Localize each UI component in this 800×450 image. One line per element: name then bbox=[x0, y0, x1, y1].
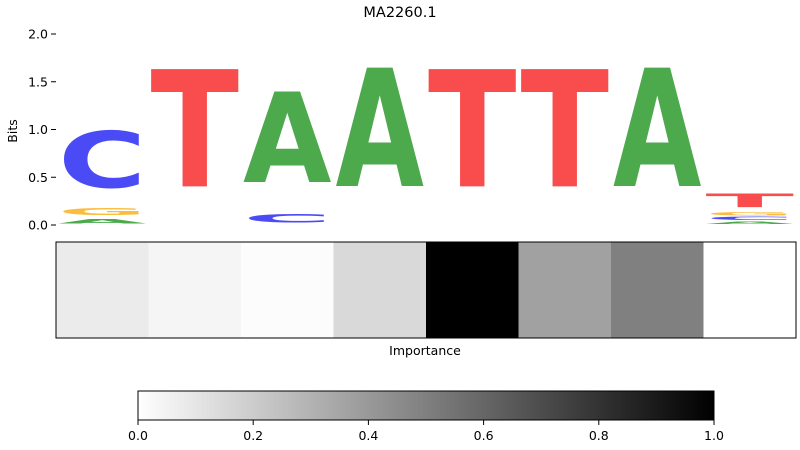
logo-letter-a: A bbox=[613, 37, 701, 226]
y-tick-label: 1.0 bbox=[28, 122, 48, 137]
y-tick-label: 0.5 bbox=[28, 170, 48, 185]
heatmap-cell bbox=[56, 242, 149, 338]
sequence-logo-panel: MA2260.1 Bits 0.00.51.01.52.0 AGC T CA A T T A… bbox=[5, 5, 795, 233]
logo-letter-t: T bbox=[151, 38, 239, 225]
logo-letter-a: A bbox=[243, 67, 331, 212]
logo-letter-a: A bbox=[706, 221, 795, 225]
colorbar-tick-label: 0.4 bbox=[358, 428, 378, 443]
heatmap-cell bbox=[241, 242, 334, 338]
heatmap-cell bbox=[703, 242, 797, 338]
heatmap-cell bbox=[518, 242, 612, 338]
heatmap-cell bbox=[611, 242, 704, 338]
heatmap-frame bbox=[55, 241, 797, 339]
colorbar-ticks: 0.0 0.2 0.4 0.6 0.8 1.0 bbox=[128, 420, 724, 443]
colorbar-tick-label: 0.8 bbox=[589, 428, 609, 443]
logo-letter-c: C bbox=[58, 115, 146, 205]
heatmap-cell bbox=[148, 242, 242, 338]
y-tick-label: 2.0 bbox=[28, 27, 48, 42]
logo-letter-c: C bbox=[706, 216, 794, 221]
y-tick-label: 1.5 bbox=[28, 74, 48, 89]
colorbar-tick-label: 0.6 bbox=[474, 428, 494, 443]
x-axis-label: Importance bbox=[389, 343, 461, 358]
logo-letter-t: T bbox=[521, 38, 609, 225]
heatmap-cell bbox=[426, 242, 519, 338]
y-tick-label: 0.0 bbox=[28, 218, 48, 233]
logo-letter-g: G bbox=[58, 206, 146, 217]
logo-letter-t: T bbox=[706, 190, 794, 212]
colorbar-tick-label: 0.0 bbox=[128, 428, 148, 443]
heatmap-cell bbox=[333, 242, 427, 338]
heatmap-cells bbox=[56, 242, 797, 338]
logo-letter-a: A bbox=[336, 37, 424, 226]
logo-letter-c: C bbox=[243, 212, 332, 225]
colorbar: 0.0 0.2 0.4 0.6 0.8 1.0 bbox=[128, 390, 724, 443]
importance-heatmap-panel: Importance bbox=[55, 241, 797, 358]
logo-letter-a: A bbox=[58, 217, 147, 225]
colorbar-tick-label: 0.2 bbox=[243, 428, 263, 443]
chart-title: MA2260.1 bbox=[363, 5, 436, 21]
logo-letter-t: T bbox=[428, 38, 516, 225]
y-axis-label: Bits bbox=[5, 119, 20, 142]
y-axis: 0.0 0.5 1.0 1.5 2.0 bbox=[28, 27, 56, 233]
colorbar-tick-label: 1.0 bbox=[704, 428, 724, 443]
logo-letter-g: G bbox=[706, 212, 794, 217]
colorbar-gradient bbox=[137, 390, 715, 421]
